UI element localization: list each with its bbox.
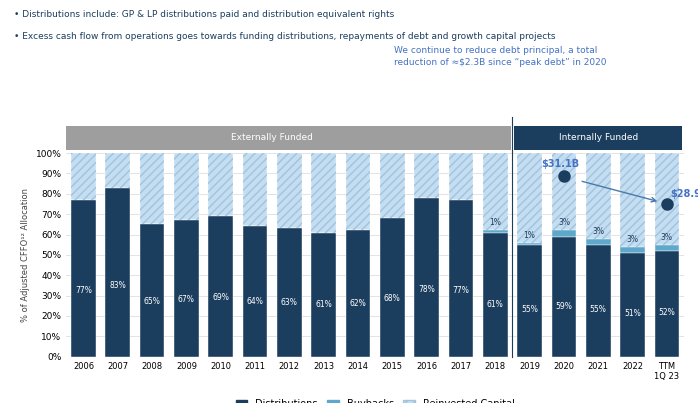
Bar bbox=[105, 188, 130, 357]
Bar bbox=[209, 153, 233, 216]
Bar bbox=[517, 153, 542, 243]
Bar bbox=[140, 153, 165, 224]
Bar bbox=[449, 200, 473, 357]
Bar bbox=[586, 245, 611, 357]
Bar bbox=[483, 153, 507, 231]
Text: 3%: 3% bbox=[558, 218, 570, 227]
Text: 3%: 3% bbox=[627, 235, 639, 244]
Bar bbox=[71, 153, 96, 200]
Text: 59%: 59% bbox=[556, 302, 572, 311]
Bar bbox=[311, 153, 336, 233]
Bar bbox=[621, 153, 645, 247]
Text: 62%: 62% bbox=[350, 299, 366, 308]
Text: $31.1B: $31.1B bbox=[542, 159, 579, 169]
Bar bbox=[277, 153, 302, 229]
Text: 77%: 77% bbox=[75, 287, 92, 295]
Bar bbox=[415, 153, 439, 198]
Text: 52%: 52% bbox=[658, 308, 675, 317]
Bar bbox=[71, 153, 96, 200]
Bar bbox=[243, 153, 267, 226]
Bar bbox=[655, 153, 679, 245]
Bar bbox=[586, 239, 611, 245]
Text: • Distributions include: GP & LP distributions paid and distribution equivalent : • Distributions include: GP & LP distrib… bbox=[14, 10, 394, 19]
Bar bbox=[277, 153, 302, 229]
Text: 1%: 1% bbox=[489, 218, 501, 227]
Text: 65%: 65% bbox=[144, 297, 161, 305]
Bar bbox=[311, 233, 336, 357]
Bar bbox=[415, 198, 439, 357]
Text: 69%: 69% bbox=[212, 293, 229, 302]
Bar bbox=[346, 153, 371, 231]
Bar bbox=[380, 153, 405, 218]
Bar bbox=[105, 153, 130, 188]
Text: 77%: 77% bbox=[452, 287, 470, 295]
Bar bbox=[140, 153, 165, 224]
Bar bbox=[483, 231, 507, 233]
Bar bbox=[586, 153, 611, 239]
Bar bbox=[655, 251, 679, 357]
Text: 67%: 67% bbox=[178, 295, 195, 304]
Text: $28.9: $28.9 bbox=[670, 189, 698, 199]
Bar bbox=[586, 153, 611, 239]
Bar bbox=[105, 153, 130, 188]
Text: 55%: 55% bbox=[521, 305, 538, 314]
Bar bbox=[449, 153, 473, 200]
Text: 1%: 1% bbox=[524, 231, 535, 240]
Text: 51%: 51% bbox=[624, 309, 641, 318]
Text: • Excess cash flow from operations goes towards funding distributions, repayment: • Excess cash flow from operations goes … bbox=[14, 32, 556, 41]
Text: 61%: 61% bbox=[315, 300, 332, 309]
Text: 78%: 78% bbox=[418, 285, 435, 295]
Legend: Distributions, Buybacks, Reinvested Capital: Distributions, Buybacks, Reinvested Capi… bbox=[232, 395, 519, 403]
Bar bbox=[174, 153, 199, 220]
Bar bbox=[415, 153, 439, 198]
Bar bbox=[277, 229, 302, 357]
Text: 68%: 68% bbox=[384, 294, 401, 303]
Bar bbox=[71, 200, 96, 357]
Bar bbox=[517, 243, 542, 245]
Bar bbox=[483, 153, 507, 231]
Bar bbox=[174, 153, 199, 220]
Text: 55%: 55% bbox=[590, 305, 607, 314]
Bar bbox=[621, 253, 645, 357]
Text: 3%: 3% bbox=[661, 233, 673, 242]
Text: 83%: 83% bbox=[110, 281, 126, 290]
Bar bbox=[551, 153, 577, 231]
Bar bbox=[209, 216, 233, 357]
FancyBboxPatch shape bbox=[514, 126, 683, 150]
Text: 64%: 64% bbox=[246, 297, 264, 306]
Bar bbox=[551, 153, 577, 231]
Bar bbox=[517, 245, 542, 357]
Bar bbox=[655, 245, 679, 251]
Bar bbox=[380, 153, 405, 218]
Bar bbox=[380, 218, 405, 357]
Bar bbox=[174, 220, 199, 357]
Bar bbox=[243, 153, 267, 226]
FancyBboxPatch shape bbox=[66, 126, 511, 150]
Text: Internally Funded: Internally Funded bbox=[558, 133, 638, 142]
Text: We continue to reduce debt principal, a total
reduction of ≈$2.3B since “peak de: We continue to reduce debt principal, a … bbox=[394, 46, 607, 67]
Bar bbox=[551, 231, 577, 237]
Bar bbox=[346, 153, 371, 231]
Bar bbox=[311, 153, 336, 233]
Bar bbox=[551, 237, 577, 357]
Bar bbox=[209, 153, 233, 216]
Bar bbox=[517, 153, 542, 243]
Bar bbox=[140, 224, 165, 357]
Text: 61%: 61% bbox=[487, 300, 504, 309]
Text: Externally Funded: Externally Funded bbox=[231, 133, 313, 142]
Bar bbox=[655, 153, 679, 245]
Bar bbox=[243, 226, 267, 357]
Text: 3%: 3% bbox=[592, 226, 604, 236]
Bar bbox=[621, 153, 645, 247]
Bar bbox=[483, 233, 507, 357]
Y-axis label: % of Adjusted CFFO¹² Allocation: % of Adjusted CFFO¹² Allocation bbox=[21, 188, 30, 322]
Text: 63%: 63% bbox=[281, 298, 298, 307]
Bar bbox=[346, 231, 371, 357]
Bar bbox=[621, 247, 645, 253]
Bar bbox=[449, 153, 473, 200]
